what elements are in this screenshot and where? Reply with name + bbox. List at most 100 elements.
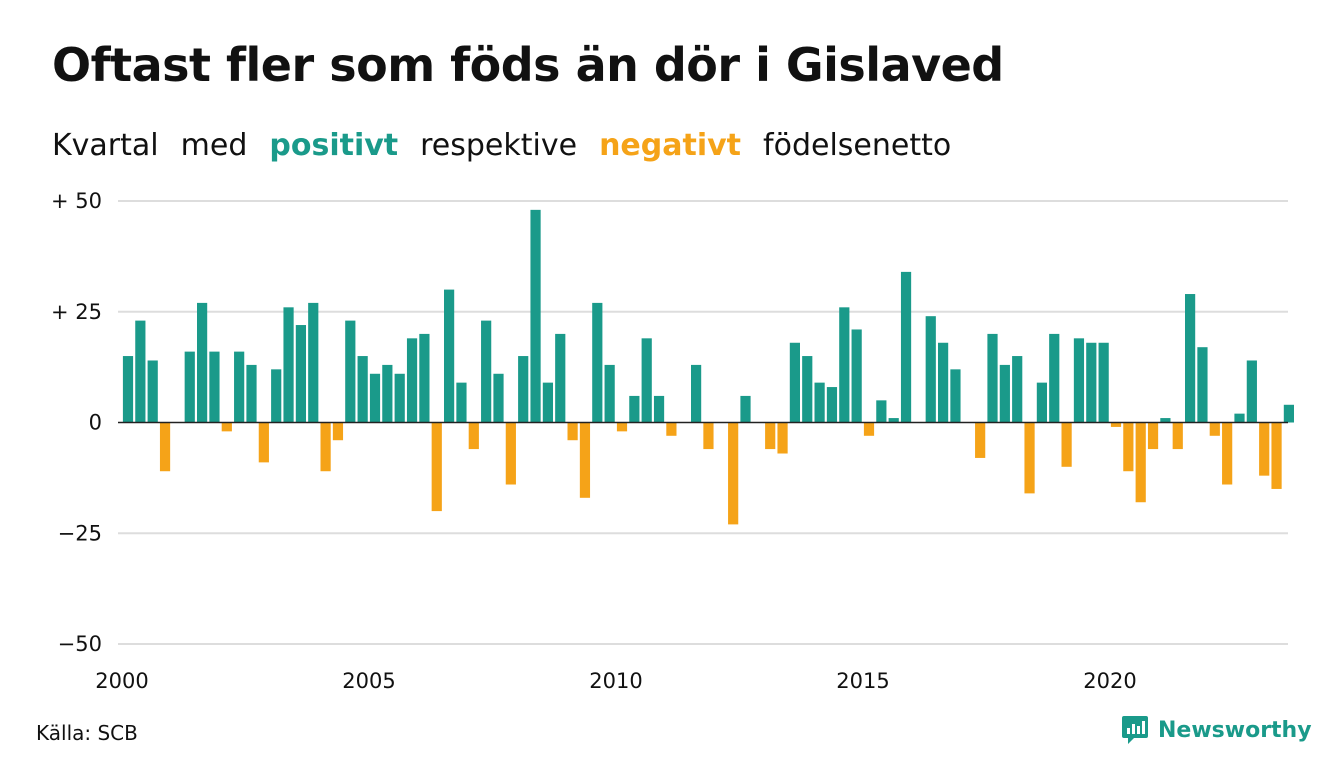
bar-2003K4: [308, 302, 319, 423]
bar-2021K2: [1172, 422, 1183, 450]
bar-2005K2: [382, 364, 393, 423]
bar-2014K3: [839, 307, 850, 423]
bar-2015K2: [876, 400, 887, 423]
bar-2000K3: [147, 360, 158, 423]
bar-2016K2: [925, 316, 936, 423]
bar-2008K1: [518, 356, 529, 423]
bar-2016K3: [938, 342, 949, 423]
bar-2009K4: [604, 364, 615, 423]
bar-2019K4: [1098, 342, 1109, 423]
bar-2006K1: [419, 333, 430, 423]
subtitle-med: med: [180, 128, 248, 163]
bar-2015K3: [888, 418, 899, 423]
bar-2020K4: [1147, 422, 1159, 450]
bar-2010K2: [629, 395, 640, 423]
bar-2008K2: [530, 209, 541, 423]
bar-2021K1: [1160, 418, 1171, 423]
bar-2021K3: [1185, 294, 1196, 423]
bar-2008K4: [555, 333, 566, 423]
subtitle-respektive: respektive: [420, 128, 578, 163]
x-axis-ticks: 2000 2005 2010 2015 2020: [95, 669, 1136, 693]
bars: [122, 209, 1294, 525]
bar-2006K4: [456, 382, 467, 423]
bar-2009K1: [567, 422, 578, 441]
subtitle-negative-word: negativt: [599, 128, 742, 163]
bar-2007K3: [493, 373, 504, 423]
bar-2007K1: [468, 422, 479, 450]
bar-2015K4: [900, 271, 912, 423]
bar-2001K3: [197, 302, 208, 423]
bar-2006K2: [431, 422, 442, 512]
bar-2022K1: [1209, 422, 1220, 436]
x-tick-label: 2015: [836, 669, 889, 693]
bar-2018K2: [1024, 422, 1035, 494]
chart-bubble-icon: [1122, 716, 1148, 744]
bar-2013K2: [777, 422, 788, 454]
bar-2022K3: [1234, 413, 1245, 423]
bar-2007K2: [481, 320, 492, 423]
brand-logo: Newsworthy: [1120, 714, 1312, 746]
bar-2010K4: [653, 395, 665, 423]
bar-2004K1: [320, 422, 331, 472]
bar-2010K3: [641, 338, 652, 423]
x-tick-label: 2005: [342, 669, 395, 693]
bar-2004K4: [357, 356, 368, 423]
bar-2022K4: [1246, 360, 1257, 423]
bar-2011K3: [691, 364, 702, 423]
bar-2002K1: [221, 422, 232, 432]
bar-2000K4: [159, 422, 171, 472]
bar-2009K2: [579, 422, 591, 498]
bar-2008K3: [542, 382, 553, 423]
bar-2017K2: [975, 422, 986, 458]
bar-2003K1: [271, 369, 282, 423]
bar-2023K3: [1283, 404, 1294, 423]
bar-2001K2: [184, 351, 195, 423]
bar-2020K3: [1135, 422, 1146, 503]
bar-2005K3: [394, 373, 405, 423]
bar-2023K1: [1259, 422, 1270, 476]
bar-2006K3: [444, 289, 455, 423]
y-tick-label: −25: [58, 521, 102, 545]
bar-2003K3: [295, 325, 306, 423]
bar-2017K3: [987, 333, 998, 423]
source-note: Källa: SCB: [36, 721, 138, 745]
bar-2019K2: [1073, 338, 1085, 423]
y-tick-label: + 25: [51, 300, 102, 324]
bar-2015K1: [863, 422, 875, 436]
bar-2013K4: [802, 356, 813, 423]
subtitle-fodelsenetto: födelsenetto: [763, 128, 952, 163]
bar-2013K3: [789, 342, 800, 423]
bar-2007K4: [505, 422, 516, 485]
subtitle-kvartal: Kvartal: [52, 128, 159, 163]
bar-2000K2: [135, 320, 146, 423]
bar-2013K1: [765, 422, 776, 450]
x-tick-label: 2020: [1083, 669, 1136, 693]
bar-2000K1: [122, 356, 134, 423]
bar-2017K4: [999, 364, 1010, 423]
y-tick-label: + 50: [51, 189, 102, 213]
bar-2014K1: [814, 382, 825, 423]
bar-2020K2: [1123, 422, 1134, 472]
bar-2005K4: [406, 338, 418, 423]
bar-2001K4: [209, 351, 220, 423]
bar-2004K2: [332, 422, 344, 441]
bar-2011K1: [666, 422, 677, 436]
subtitle-positive-word: positivt: [269, 128, 399, 163]
brand-name: Newsworthy: [1158, 717, 1312, 743]
bar-2002K3: [246, 364, 257, 423]
bar-2018K4: [1049, 333, 1060, 423]
x-tick-label: 2010: [589, 669, 642, 693]
bar-2016K4: [950, 369, 961, 423]
gridlines: [118, 200, 1288, 645]
bar-2002K2: [234, 351, 245, 423]
chart-subtitle: Kvartal med positivt respektive negativt föde…: [52, 128, 973, 163]
bar-2022K2: [1222, 422, 1233, 485]
bar-2018K1: [1012, 356, 1023, 423]
bar-chart: + 50 + 25 0 −25 −50 2000 2005 2010 2015 2020: [51, 189, 1294, 693]
y-axis-ticks: + 50 + 25 0 −25 −50: [51, 189, 102, 656]
bar-2012K2: [728, 422, 739, 525]
bar-2019K1: [1061, 422, 1072, 467]
y-tick-label: −50: [58, 632, 102, 656]
bar-2014K2: [826, 387, 838, 423]
bar-2020K1: [1110, 422, 1122, 427]
